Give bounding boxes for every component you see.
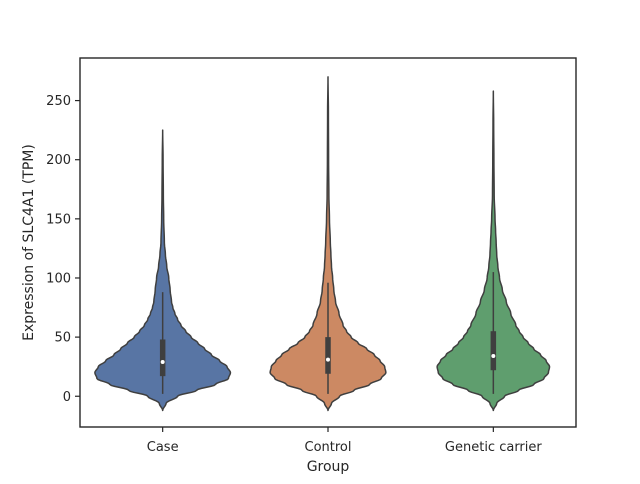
x-axis: Case Control Genetic carrier <box>147 427 542 455</box>
y-tick-label: 250 <box>46 94 71 109</box>
violin-body <box>94 129 232 412</box>
violin-body <box>269 76 387 412</box>
y-axis-label: Expression of SLC4A1 (TPM) <box>21 144 37 341</box>
violin-genetic-carrier <box>436 90 551 412</box>
y-tick-label: 100 <box>46 271 71 286</box>
violin-median-dot <box>491 354 496 359</box>
y-axis: 0 50 100 150 200 250 <box>46 94 80 405</box>
x-tick-label: Control <box>305 440 352 455</box>
x-tick-label: Case <box>147 440 179 455</box>
x-axis-label: Group <box>307 459 350 475</box>
violins-layer <box>94 76 551 412</box>
y-tick-label: 50 <box>54 331 71 346</box>
y-tick-label: 150 <box>46 212 71 227</box>
y-tick-label: 0 <box>63 390 71 405</box>
y-tick-label: 200 <box>46 153 71 168</box>
violin-body <box>436 90 551 412</box>
x-tick-label: Genetic carrier <box>445 440 542 455</box>
violin-control <box>269 76 387 412</box>
violin-case <box>94 129 232 412</box>
violin-median-dot <box>160 359 165 364</box>
violin-median-dot <box>326 357 330 362</box>
